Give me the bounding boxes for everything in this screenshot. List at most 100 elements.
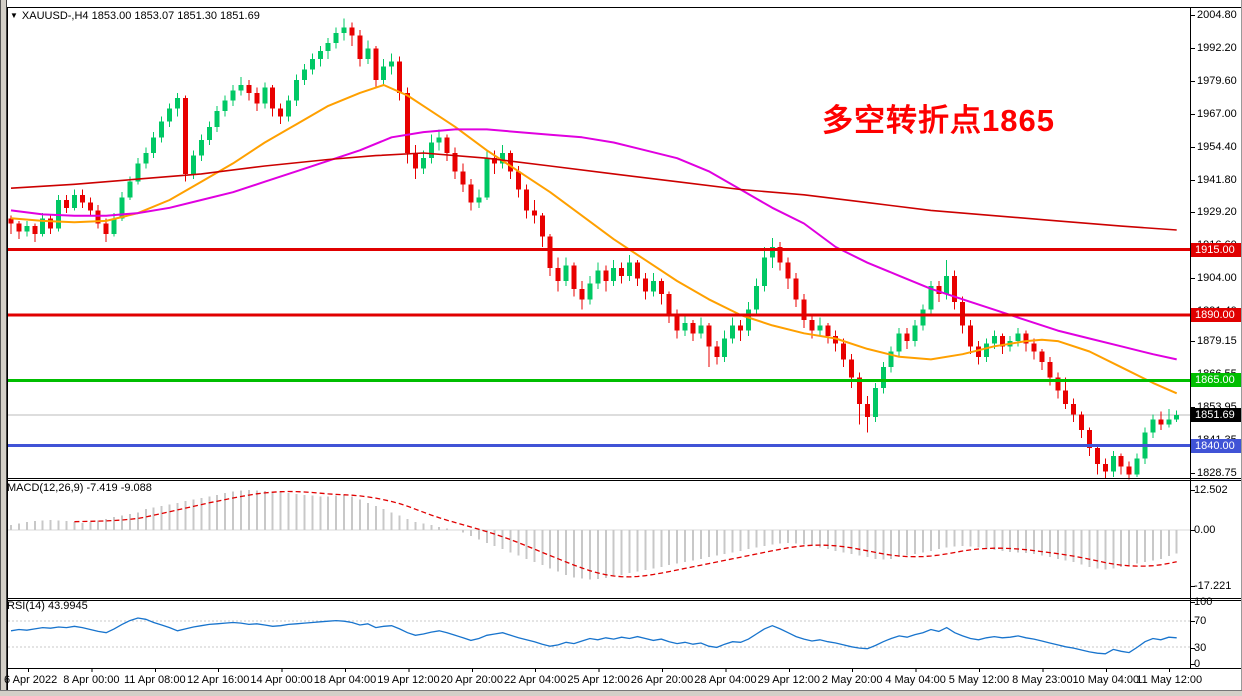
candle[interactable] [761, 257, 767, 287]
candle[interactable] [167, 108, 173, 122]
candle[interactable] [896, 333, 902, 352]
candle[interactable] [1039, 351, 1045, 362]
candle[interactable] [983, 343, 989, 357]
candle[interactable] [286, 100, 292, 117]
candle[interactable] [611, 267, 617, 281]
candle[interactable] [468, 184, 474, 203]
candle[interactable] [1110, 456, 1116, 472]
candle[interactable] [508, 152, 514, 172]
candle[interactable] [135, 163, 141, 182]
candle[interactable] [175, 98, 181, 109]
candle[interactable] [833, 335, 839, 344]
candle[interactable] [1063, 390, 1069, 404]
collapse-triangle-icon[interactable]: ▼ [10, 11, 18, 20]
candle[interactable] [357, 35, 363, 59]
candle[interactable] [222, 100, 228, 112]
candle[interactable] [698, 325, 704, 334]
candle[interactable] [1150, 419, 1156, 433]
candle[interactable] [87, 202, 93, 211]
candle[interactable] [516, 171, 522, 190]
candle[interactable] [119, 197, 125, 219]
candle[interactable] [484, 158, 490, 198]
candle[interactable] [880, 367, 886, 389]
candle[interactable] [24, 226, 30, 232]
candle[interactable] [262, 87, 268, 104]
candle[interactable] [968, 325, 974, 347]
candle[interactable] [634, 262, 640, 279]
candle[interactable] [841, 343, 847, 360]
candle[interactable] [1071, 403, 1077, 415]
candle[interactable] [198, 139, 204, 156]
candle[interactable] [71, 194, 77, 208]
candle[interactable] [206, 126, 212, 140]
candle[interactable] [230, 90, 236, 101]
candle[interactable] [333, 32, 339, 44]
candle[interactable] [492, 158, 498, 164]
candle[interactable] [95, 210, 101, 224]
candle[interactable] [769, 247, 775, 258]
candle[interactable] [341, 27, 347, 33]
candle[interactable] [793, 278, 799, 300]
candle[interactable] [642, 278, 648, 292]
candle[interactable] [452, 152, 458, 172]
candle[interactable] [151, 137, 157, 153]
candle[interactable] [1134, 458, 1140, 475]
candle[interactable] [143, 152, 149, 164]
candle[interactable] [301, 69, 307, 80]
candle[interactable] [547, 236, 553, 268]
candle[interactable] [745, 309, 751, 331]
candle[interactable] [857, 377, 863, 404]
candle[interactable] [849, 359, 855, 378]
candle[interactable] [365, 48, 371, 59]
candle[interactable] [1126, 466, 1132, 475]
candle[interactable] [32, 226, 38, 234]
candle[interactable] [381, 66, 387, 80]
candle[interactable] [666, 294, 672, 315]
candle[interactable] [563, 265, 569, 281]
candle[interactable] [682, 322, 688, 331]
candle[interactable] [1079, 414, 1085, 430]
candle[interactable] [595, 270, 601, 284]
candle[interactable] [48, 218, 54, 229]
candle[interactable] [460, 171, 466, 185]
window-left-gutter[interactable] [0, 0, 7, 696]
candle[interactable] [714, 346, 720, 357]
candle[interactable] [936, 286, 942, 295]
candle[interactable] [420, 158, 426, 169]
candle[interactable] [1118, 456, 1124, 467]
candle[interactable] [397, 61, 403, 93]
candle[interactable] [706, 325, 712, 347]
candle[interactable] [523, 189, 529, 211]
candle[interactable] [531, 210, 537, 216]
candle[interactable] [293, 79, 299, 101]
candle[interactable] [500, 152, 506, 164]
candle[interactable] [1174, 415, 1180, 420]
candle[interactable] [1047, 361, 1053, 378]
candle[interactable] [539, 215, 545, 237]
candle[interactable] [16, 223, 22, 232]
candle[interactable] [1055, 377, 1061, 391]
candle[interactable] [722, 338, 728, 357]
candle[interactable] [1094, 448, 1100, 464]
candle[interactable] [888, 351, 894, 368]
candle[interactable] [975, 346, 981, 357]
candle[interactable] [801, 299, 807, 321]
candle[interactable] [238, 85, 244, 91]
candle[interactable] [40, 218, 46, 234]
candle[interactable] [904, 333, 910, 342]
candle[interactable] [650, 280, 656, 292]
candle[interactable] [325, 43, 331, 52]
candle[interactable] [127, 181, 133, 198]
candle[interactable] [254, 92, 260, 104]
candle[interactable] [64, 199, 70, 208]
candle[interactable] [738, 325, 744, 331]
candle[interactable] [785, 262, 791, 279]
candle[interactable] [349, 27, 355, 36]
candle[interactable] [1023, 333, 1029, 344]
candle[interactable] [555, 267, 561, 281]
candle[interactable] [825, 325, 831, 336]
candle[interactable] [1166, 419, 1172, 425]
candle[interactable] [809, 320, 815, 331]
candle[interactable] [603, 270, 609, 281]
